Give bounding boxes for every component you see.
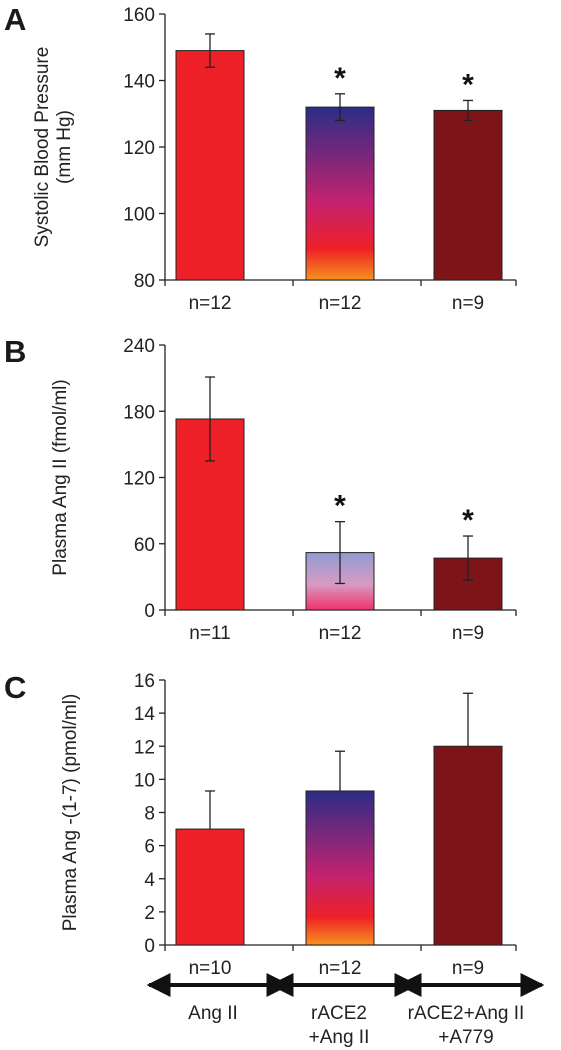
significance-marker: * <box>462 504 474 537</box>
y-tick-label: 12 <box>134 737 155 758</box>
y-axis-label: Plasma Ang -(1-7) (pmol/ml) <box>60 694 81 932</box>
bar <box>305 790 375 946</box>
bar <box>433 745 503 946</box>
y-tick-label: 140 <box>123 72 155 93</box>
category-label: n=12 <box>319 293 362 314</box>
y-tick-label: 120 <box>123 138 155 159</box>
y-axis-label-line: Systolic Blood Pressure <box>32 47 53 248</box>
significance-marker: * <box>334 490 346 523</box>
y-tick-label: 2 <box>144 903 155 924</box>
panel-label: B <box>4 334 26 369</box>
significance-marker: * <box>334 62 346 95</box>
y-tick-label: 14 <box>134 704 156 725</box>
bar <box>175 50 245 281</box>
y-tick-label: 0 <box>144 936 155 957</box>
bar <box>305 106 375 281</box>
category-label: n=9 <box>452 623 484 644</box>
y-tick-label: 120 <box>123 469 155 490</box>
group-label: rACE2 <box>311 1003 367 1024</box>
panel-label: C <box>4 670 26 705</box>
y-tick-label: 8 <box>144 804 155 825</box>
group-label: Ang II <box>188 1003 238 1024</box>
category-label: n=12 <box>189 293 232 314</box>
y-tick-label: 160 <box>123 5 155 26</box>
y-tick-label: 80 <box>134 271 155 292</box>
panel-label: A <box>4 2 26 37</box>
y-axis-label-line: (mm Hg) <box>54 110 75 184</box>
y-tick-label: 240 <box>123 336 155 357</box>
group-label: +Ang II <box>309 1027 370 1048</box>
category-label: n=10 <box>189 958 232 979</box>
bar <box>433 109 503 281</box>
group-label: +A779 <box>438 1027 493 1048</box>
category-label: n=12 <box>319 958 362 979</box>
panel-c: C Plasma Ang -(1-7) (pmol/ml) 0 2 4 6 8 10 12 14 1… <box>4 670 517 979</box>
y-axis-label-line: Plasma Ang -(1-7) (pmol/ml) <box>60 694 81 932</box>
category-label: n=12 <box>319 623 362 644</box>
y-axis-label-line: Plasma Ang II (fmol/ml) <box>50 379 71 575</box>
y-tick-label: 6 <box>144 837 155 858</box>
group-label: rACE2+Ang II <box>408 1003 525 1024</box>
y-axis-label: Plasma Ang II (fmol/ml) <box>50 379 71 575</box>
y-tick-label: 0 <box>144 601 155 622</box>
category-label: n=9 <box>452 293 484 314</box>
y-tick-label: 100 <box>123 205 155 226</box>
y-tick-label: 4 <box>144 870 155 891</box>
bar <box>175 828 245 946</box>
y-tick-label: 16 <box>134 671 155 692</box>
category-label: n=9 <box>452 958 484 979</box>
significance-marker: * <box>462 68 474 101</box>
y-tick-label: 180 <box>123 402 155 423</box>
y-tick-label: 10 <box>134 770 155 791</box>
panel-b: B Plasma Ang II (fmol/ml) 0 60 120 180 240 n=11… <box>4 334 517 644</box>
y-tick-label: 60 <box>134 535 155 556</box>
y-axis-label: Systolic Blood Pressure(mm Hg) <box>32 47 75 248</box>
category-label: n=11 <box>189 623 230 644</box>
